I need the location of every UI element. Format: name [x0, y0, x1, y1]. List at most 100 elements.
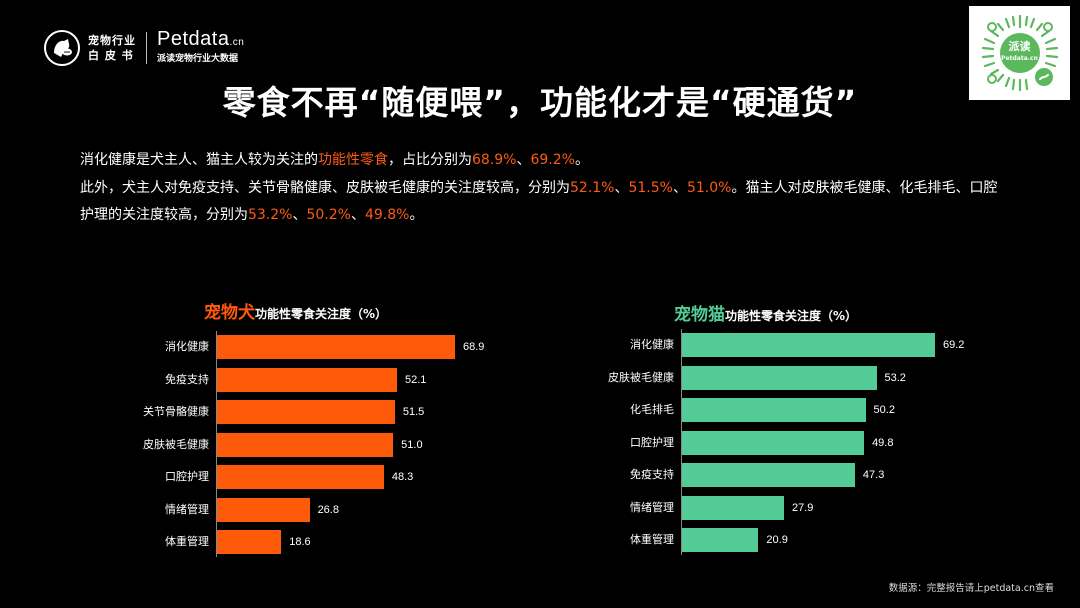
dog-category-label: 免疫支持	[165, 372, 209, 386]
logo-line-2: 白 皮 书	[88, 48, 134, 62]
data-source-note: 数据源：完整报告请上petdata.cn查看	[888, 583, 1054, 594]
cat-category-label: 体重管理	[630, 533, 674, 546]
dog-bar-row: 口腔护理 48.3	[0, 465, 1080, 489]
brand-tld: .cn	[229, 37, 245, 48]
text: 、	[350, 207, 365, 223]
cat-bar-row: 消化健康 69.2	[0, 333, 1080, 357]
cat-title-highlight: 宠物猫	[674, 305, 725, 325]
text: 、	[672, 179, 687, 196]
qr-sub: Petdata.cn	[1001, 55, 1038, 62]
cat-bar-row: 体重管理 20.9	[0, 528, 1080, 552]
description: 消化健康是犬主人、猫主人较为关注的功能性零食，占比分别为68.9%、69.2%。…	[80, 147, 1010, 230]
dog-title-rest: 功能性零食关注度（%）	[255, 307, 388, 321]
dog-bar-row: 体重管理 18.6	[0, 530, 1080, 554]
qr-pattern-icon	[981, 14, 1058, 92]
cat-category-label: 消化健康	[630, 338, 674, 351]
highlight-functional-snacks: 功能性零食	[318, 152, 388, 168]
logo-text: 宠物行业 白 皮 书	[88, 33, 136, 63]
qr-center-badge: 派读 Petdata.cn	[999, 33, 1040, 73]
cat-value-label: 27.9	[792, 501, 814, 514]
cat-value-label: 49.8	[872, 436, 894, 449]
text: 消化健康是犬主人、猫主人较为关注的	[80, 152, 318, 168]
cat-bar-row: 免疫支持 47.3	[0, 463, 1080, 487]
logo: 宠物行业 白 皮 书 Petdata.cn 派读宠物行业大数据	[44, 29, 244, 66]
highlight-value: 53.2%	[248, 207, 293, 223]
brand-subtitle: 派读宠物行业大数据	[157, 54, 239, 64]
cat-category-label: 皮肤被毛健康	[608, 370, 674, 384]
cat-bar	[682, 463, 855, 487]
text: 此外，犬主人对免疫支持、关节骨骼健康、皮肤被毛健康的关注度较高，分别为	[80, 179, 570, 196]
highlight-value: 52.1%	[570, 179, 615, 196]
dog-category-label: 消化健康	[165, 340, 209, 353]
cat-chart-title: 宠物猫功能性零食关注度（%）	[674, 300, 857, 325]
dog-bar	[217, 400, 395, 424]
highlight-value: 51.5%	[628, 179, 673, 196]
description-line-2: 此外，犬主人对免疫支持、关节骨骼健康、皮肤被毛健康的关注度较高，分别为52.1%…	[80, 175, 1010, 230]
dog-bar	[217, 335, 455, 359]
dog-category-label: 口腔护理	[165, 470, 209, 483]
brand-name: Petdata	[157, 28, 230, 50]
dog-bar-row: 免疫支持 52.1	[0, 367, 1080, 392]
cat-value-label: 20.9	[766, 534, 788, 546]
dog-value-label: 51.5	[402, 406, 425, 418]
cat-bar-row: 口腔护理 49.8	[0, 430, 1080, 455]
text: 。	[574, 152, 589, 168]
cat-value-label: 69.2	[943, 339, 965, 351]
dog-bar	[217, 497, 310, 522]
dog-category-label: 皮肤被毛健康	[143, 437, 209, 451]
brand: Petdata.cn 派读宠物行业大数据	[157, 29, 244, 66]
dog-value-label: 48.3	[391, 471, 414, 483]
highlight-value: 50.2%	[306, 207, 351, 223]
cat-bar-row: 情绪管理 27.9	[0, 495, 1080, 520]
dog-title-highlight: 宠物犬	[204, 303, 255, 323]
qr-code[interactable]: 派读 Petdata.cn	[969, 6, 1070, 100]
cat-bar	[682, 398, 866, 422]
cat-axis-line	[681, 329, 682, 555]
cat-bar	[682, 333, 935, 357]
dog-bar-row: 消化健康 68.9	[0, 335, 1080, 359]
cat-bar	[682, 365, 877, 390]
dog-axis-line	[216, 331, 217, 557]
qr-label: 派读	[1008, 40, 1031, 53]
dog-bar	[217, 530, 282, 554]
text: 、	[516, 152, 531, 168]
text: 、	[292, 207, 307, 223]
dog-bar-row: 皮肤被毛健康 51.0	[0, 432, 1080, 457]
pet-logo-icon	[44, 29, 80, 66]
cat-category-label: 情绪管理	[630, 500, 674, 514]
highlight-value: 49.8%	[364, 207, 410, 223]
logo-line-1: 宠物行业	[88, 33, 136, 47]
dog-bar-row: 情绪管理 26.8	[0, 497, 1080, 522]
dog-value-label: 68.9	[463, 341, 485, 353]
dog-value-label: 18.6	[289, 536, 311, 548]
cat-bar	[682, 528, 759, 552]
text: 。	[409, 207, 424, 223]
dog-bar	[217, 465, 384, 489]
text: 。猫主人对皮肤被毛健康、化毛排毛、口腔护理的关注度较高，分别为	[80, 179, 998, 224]
cat-bar	[682, 495, 784, 520]
dog-category-label: 体重管理	[165, 535, 209, 548]
description-line-1: 消化健康是犬主人、猫主人较为关注的功能性零食，占比分别为68.9%、69.2%。	[80, 147, 1010, 175]
highlight-value: 69.2%	[530, 152, 575, 168]
dog-bar-row: 关节骨骼健康 51.5	[0, 400, 1080, 424]
cat-category-label: 免疫支持	[630, 468, 674, 481]
dog-bar	[217, 432, 394, 457]
cat-value-label: 50.2	[873, 404, 895, 416]
cat-bar-row: 皮肤被毛健康 53.2	[0, 365, 1080, 390]
highlight-value: 51.0%	[686, 179, 732, 196]
cat-category-label: 口腔护理	[630, 435, 674, 449]
cat-category-label: 化毛排毛	[630, 403, 674, 416]
dog-category-label: 关节骨骼健康	[143, 405, 209, 418]
cat-value-label: 53.2	[884, 371, 906, 384]
dog-chart-title: 宠物犬功能性零食关注度（%）	[204, 298, 387, 323]
cat-title-rest: 功能性零食关注度（%）	[725, 309, 858, 323]
cat-value-label: 47.3	[862, 469, 885, 481]
dog-value-label: 26.8	[317, 503, 339, 516]
dog-bar	[217, 367, 397, 392]
cat-bar-row: 化毛排毛 50.2	[0, 398, 1080, 422]
dog-category-label: 情绪管理	[165, 502, 209, 516]
dog-value-label: 51.0	[401, 438, 423, 451]
text: ，占比分别为	[388, 152, 472, 168]
highlight-value: 68.9%	[472, 152, 517, 168]
logo-divider	[146, 31, 147, 64]
